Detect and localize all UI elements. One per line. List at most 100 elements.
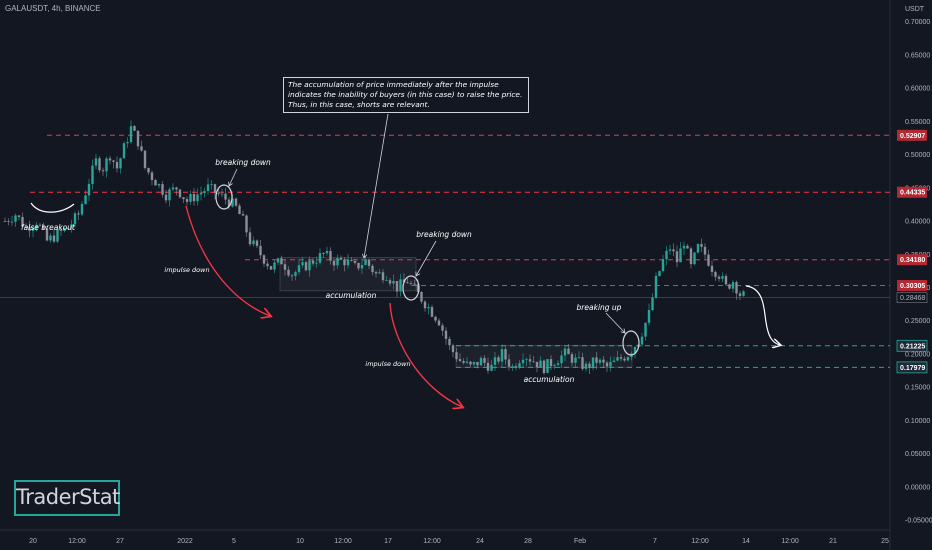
candle-body [259,245,262,256]
candle-body [157,184,161,186]
candle-body [38,224,42,226]
candle-body [31,227,35,231]
candle-body [448,338,451,346]
candle-body [595,357,598,363]
candle-body [304,262,308,271]
x-tick-label: 12:00 [334,538,352,545]
candle-body [227,199,231,207]
candle-body [252,240,255,245]
pointer-arrow [605,312,625,333]
candle-body [353,260,357,263]
candle-body [465,361,469,363]
pointer-arrow [364,113,389,258]
annotation-label: impulse down [365,360,410,368]
candle-body [497,357,500,362]
level-price-tag [896,339,928,352]
candle-body [231,198,234,207]
level-price-value: 0.17979 [900,365,925,372]
candle-body [542,360,546,374]
candle-body [521,359,525,364]
x-tick-label: 12:00 [781,538,799,545]
candle-body [245,215,248,233]
y-tick-label: 0.15000 [905,385,930,392]
candle-body [570,354,574,363]
y-tick-label: 0.10000 [905,418,930,425]
candle-body [203,191,206,193]
candle-body [168,189,171,201]
annotation-box[interactable]: The accumulation of price immediately af… [283,77,529,113]
candle-body [77,213,80,215]
candle-body [42,225,45,229]
impulse-down-arrow[interactable] [389,302,462,407]
candle-body [388,280,392,284]
candle-body [493,357,497,365]
candle-body [500,349,504,362]
candle-body [658,271,661,276]
candle-body [427,307,430,309]
symbol-title: GALAUSDT, 4h, BINANCE [5,4,101,13]
candle-body [21,216,24,227]
candle-body [514,366,518,368]
annotation-label: accumulation [326,291,377,300]
candle-body [171,187,175,190]
candle-body [511,366,514,367]
candle-body [714,271,717,277]
level-price-value: 0.30305 [900,283,925,290]
candle-body [269,266,273,270]
candle-body [196,194,199,202]
candle-body [504,349,507,360]
level-price-value: 0.44335 [900,190,925,197]
candle-body [175,187,178,190]
y-tick-label: 0.25000 [905,318,930,325]
annotation-label: false breakout [21,223,76,232]
breakdown-circle[interactable] [215,184,233,210]
candle-body [164,194,168,201]
candle-body [311,260,315,264]
x-tick-label: 12:00 [691,538,709,545]
candle-body [654,275,658,298]
candle-body [451,345,455,353]
candle-body [479,357,483,366]
candle-body [602,359,605,363]
candle-body [437,320,441,326]
candle-body [644,322,647,337]
y-tick-label: 0.50000 [905,152,930,159]
candle-body [661,259,665,272]
candle-body [381,272,385,281]
candle-body [696,244,700,253]
candle-body [462,361,465,363]
candle-body [710,265,714,272]
candle-body [70,224,73,229]
candle-body [147,167,150,173]
tradersat-logo: TraderStat [14,480,120,516]
candle-body [126,142,129,144]
candle-body [549,359,553,367]
breakdown-circle[interactable] [402,275,420,301]
candle-body [255,240,259,246]
candle-body [224,193,227,200]
candle-body [290,275,294,277]
candle-body [115,161,119,169]
annotation-label: breaking up [577,303,622,312]
candle-body [633,347,637,354]
level-price-value: 0.52907 [900,133,925,140]
candle-body [84,195,87,204]
breakout-circle[interactable] [622,330,640,356]
y-tick-label: 0.20000 [905,351,930,358]
candle-body [577,357,581,359]
candle-body [423,301,427,309]
candle-body [640,336,644,345]
candle-body [556,363,560,366]
candle-body [105,158,108,172]
false-breakout-curve[interactable] [30,202,75,213]
annotation-line: indicates the inability of buyers (in th… [288,90,523,99]
candle-body [490,364,493,371]
projection-arrow[interactable] [745,285,780,345]
candle-body [458,359,462,362]
candle-body [192,194,196,202]
candle-body [119,158,122,169]
candle-body [507,359,511,367]
impulse-down-arrow[interactable] [185,205,270,316]
candle-body [45,228,49,241]
